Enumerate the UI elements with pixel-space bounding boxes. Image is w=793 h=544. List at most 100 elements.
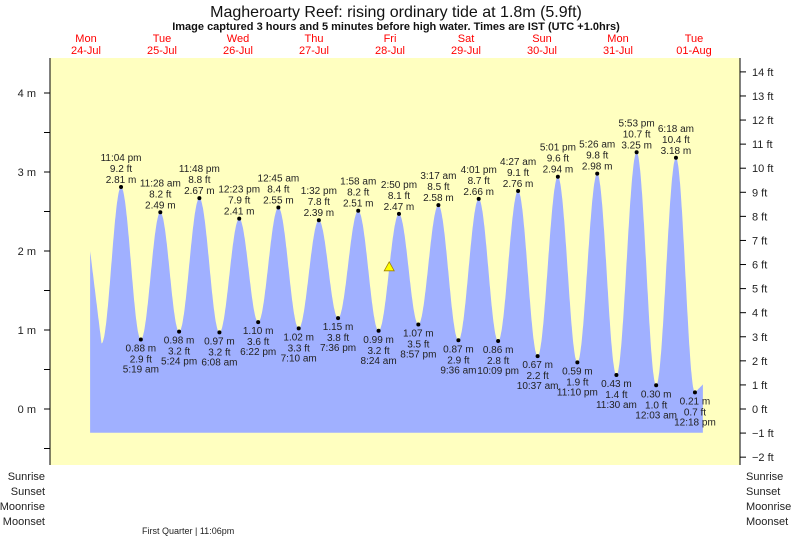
low-water-point	[496, 339, 501, 344]
astro-label-right: Sunrise	[746, 471, 783, 483]
high-water-point	[555, 174, 560, 179]
low-water-label: 10:37 am	[517, 381, 559, 392]
high-water-point	[316, 218, 321, 223]
high-water-label: 5:53 pm	[619, 118, 655, 129]
low-water-label: 2.9 ft	[130, 354, 152, 365]
day-label-date: 30-Jul	[527, 45, 557, 57]
high-water-point	[276, 205, 281, 210]
low-water-label: 12:03 am	[635, 410, 677, 421]
high-water-label: 2.58 m	[423, 193, 454, 204]
right-tick-label: 3 ft	[752, 332, 767, 344]
high-water-point	[237, 216, 242, 221]
low-water-label: 1.9 ft	[566, 377, 588, 388]
low-water-point	[456, 338, 461, 343]
current-level-marker	[383, 260, 395, 272]
low-water-point	[256, 320, 261, 325]
left-tick-label: 4 m	[18, 88, 36, 100]
high-water-label: 3:17 am	[420, 171, 456, 182]
day-label-dow: Fri	[384, 33, 397, 45]
right-tick-label: 13 ft	[752, 91, 773, 103]
high-water-label: 7.8 ft	[308, 197, 330, 208]
high-water-label: 8.7 ft	[468, 176, 490, 187]
low-water-label: 3.6 ft	[247, 337, 269, 348]
low-water-point	[217, 330, 222, 335]
high-water-label: 4:01 pm	[461, 165, 497, 176]
low-water-label: 3.2 ft	[367, 346, 389, 357]
left-tick-label: 2 m	[18, 246, 36, 258]
high-water-label: 11:28 am	[140, 178, 181, 189]
low-water-label: 8:24 am	[361, 356, 397, 367]
high-water-label: 2.94 m	[543, 165, 574, 176]
high-water-label: 9.6 ft	[547, 154, 569, 165]
right-tick-label: 9 ft	[752, 187, 767, 199]
right-tick-label: 0 ft	[752, 404, 767, 416]
low-water-label: 0.86 m	[483, 345, 514, 356]
high-water-point	[119, 185, 124, 190]
right-tick-label: 8 ft	[752, 211, 767, 223]
day-label-date: 29-Jul	[451, 45, 481, 57]
high-water-label: 3.25 m	[621, 140, 652, 151]
moon-phase: First Quarter | 11:06pm	[142, 526, 234, 536]
day-label-date: 01-Aug	[676, 45, 711, 57]
high-water-label: 10.4 ft	[662, 135, 690, 146]
high-water-label: 2.66 m	[463, 187, 494, 198]
low-water-label: 6:22 pm	[240, 347, 276, 358]
low-water-label: 0.43 m	[601, 379, 632, 390]
right-tick-label: 14 ft	[752, 67, 773, 79]
low-water-label: 0.99 m	[363, 335, 394, 346]
astro-label-left: Moonset	[3, 516, 45, 528]
high-water-label: 2.39 m	[304, 208, 335, 219]
low-water-label: 8:57 pm	[400, 349, 436, 360]
right-tick-label: 2 ft	[752, 356, 767, 368]
low-water-label: 10:09 pm	[477, 366, 519, 377]
low-water-label: 2.9 ft	[447, 355, 469, 366]
low-water-point	[692, 390, 697, 395]
high-water-label: 2.41 m	[224, 207, 255, 218]
day-label-date: 25-Jul	[147, 45, 177, 57]
high-water-label: 8.8 ft	[188, 175, 210, 186]
high-water-point	[158, 210, 163, 215]
low-water-label: 12:18 pm	[674, 417, 716, 428]
day-label-dow: Mon	[607, 33, 628, 45]
day-label-date: 26-Jul	[223, 45, 253, 57]
low-water-point	[376, 328, 381, 333]
right-tick-label: −2 ft	[752, 452, 774, 464]
high-water-label: 1:58 am	[340, 177, 376, 188]
day-label-dow: Wed	[227, 33, 249, 45]
low-water-label: 0.67 m	[522, 360, 553, 371]
low-water-label: 5:19 am	[123, 364, 159, 375]
tide-area	[90, 152, 703, 433]
high-water-label: 9.1 ft	[507, 168, 529, 179]
high-water-point	[197, 196, 202, 201]
day-label-date: 27-Jul	[299, 45, 329, 57]
low-water-label: 0.88 m	[126, 343, 157, 354]
high-water-label: 6:18 am	[658, 124, 694, 135]
low-water-point	[296, 326, 301, 331]
left-tick-label: 3 m	[18, 167, 36, 179]
low-water-label: 1.15 m	[323, 322, 354, 333]
high-water-point	[595, 171, 600, 176]
low-water-point	[575, 360, 580, 365]
right-tick-label: 4 ft	[752, 308, 767, 320]
low-water-label: 11:30 am	[596, 400, 637, 411]
astro-label-right: Moonrise	[746, 501, 791, 513]
high-water-label: 5:26 am	[579, 140, 615, 151]
low-water-label: 1.07 m	[403, 328, 434, 339]
low-water-point	[614, 373, 619, 378]
high-water-point	[476, 196, 481, 201]
right-tick-label: −1 ft	[752, 428, 774, 440]
right-tick-label: 1 ft	[752, 380, 767, 392]
low-water-label: 0.59 m	[562, 366, 593, 377]
astro-label-right: Moonset	[746, 516, 788, 528]
high-water-label: 11:04 pm	[101, 153, 142, 164]
left-tick-label: 1 m	[18, 325, 36, 337]
high-water-label: 8.4 ft	[267, 185, 289, 196]
low-water-label: 7:36 pm	[320, 343, 356, 354]
right-tick-label: 10 ft	[752, 163, 773, 175]
chart-subtitle: Image captured 3 hours and 5 minutes bef…	[172, 21, 620, 33]
astro-label-left: Moonrise	[0, 501, 45, 513]
low-water-label: 2.8 ft	[487, 356, 509, 367]
low-water-point	[138, 337, 143, 342]
chart-title: Magheroarty Reef: rising ordinary tide a…	[210, 4, 582, 21]
low-water-label: 11:10 pm	[557, 387, 598, 398]
